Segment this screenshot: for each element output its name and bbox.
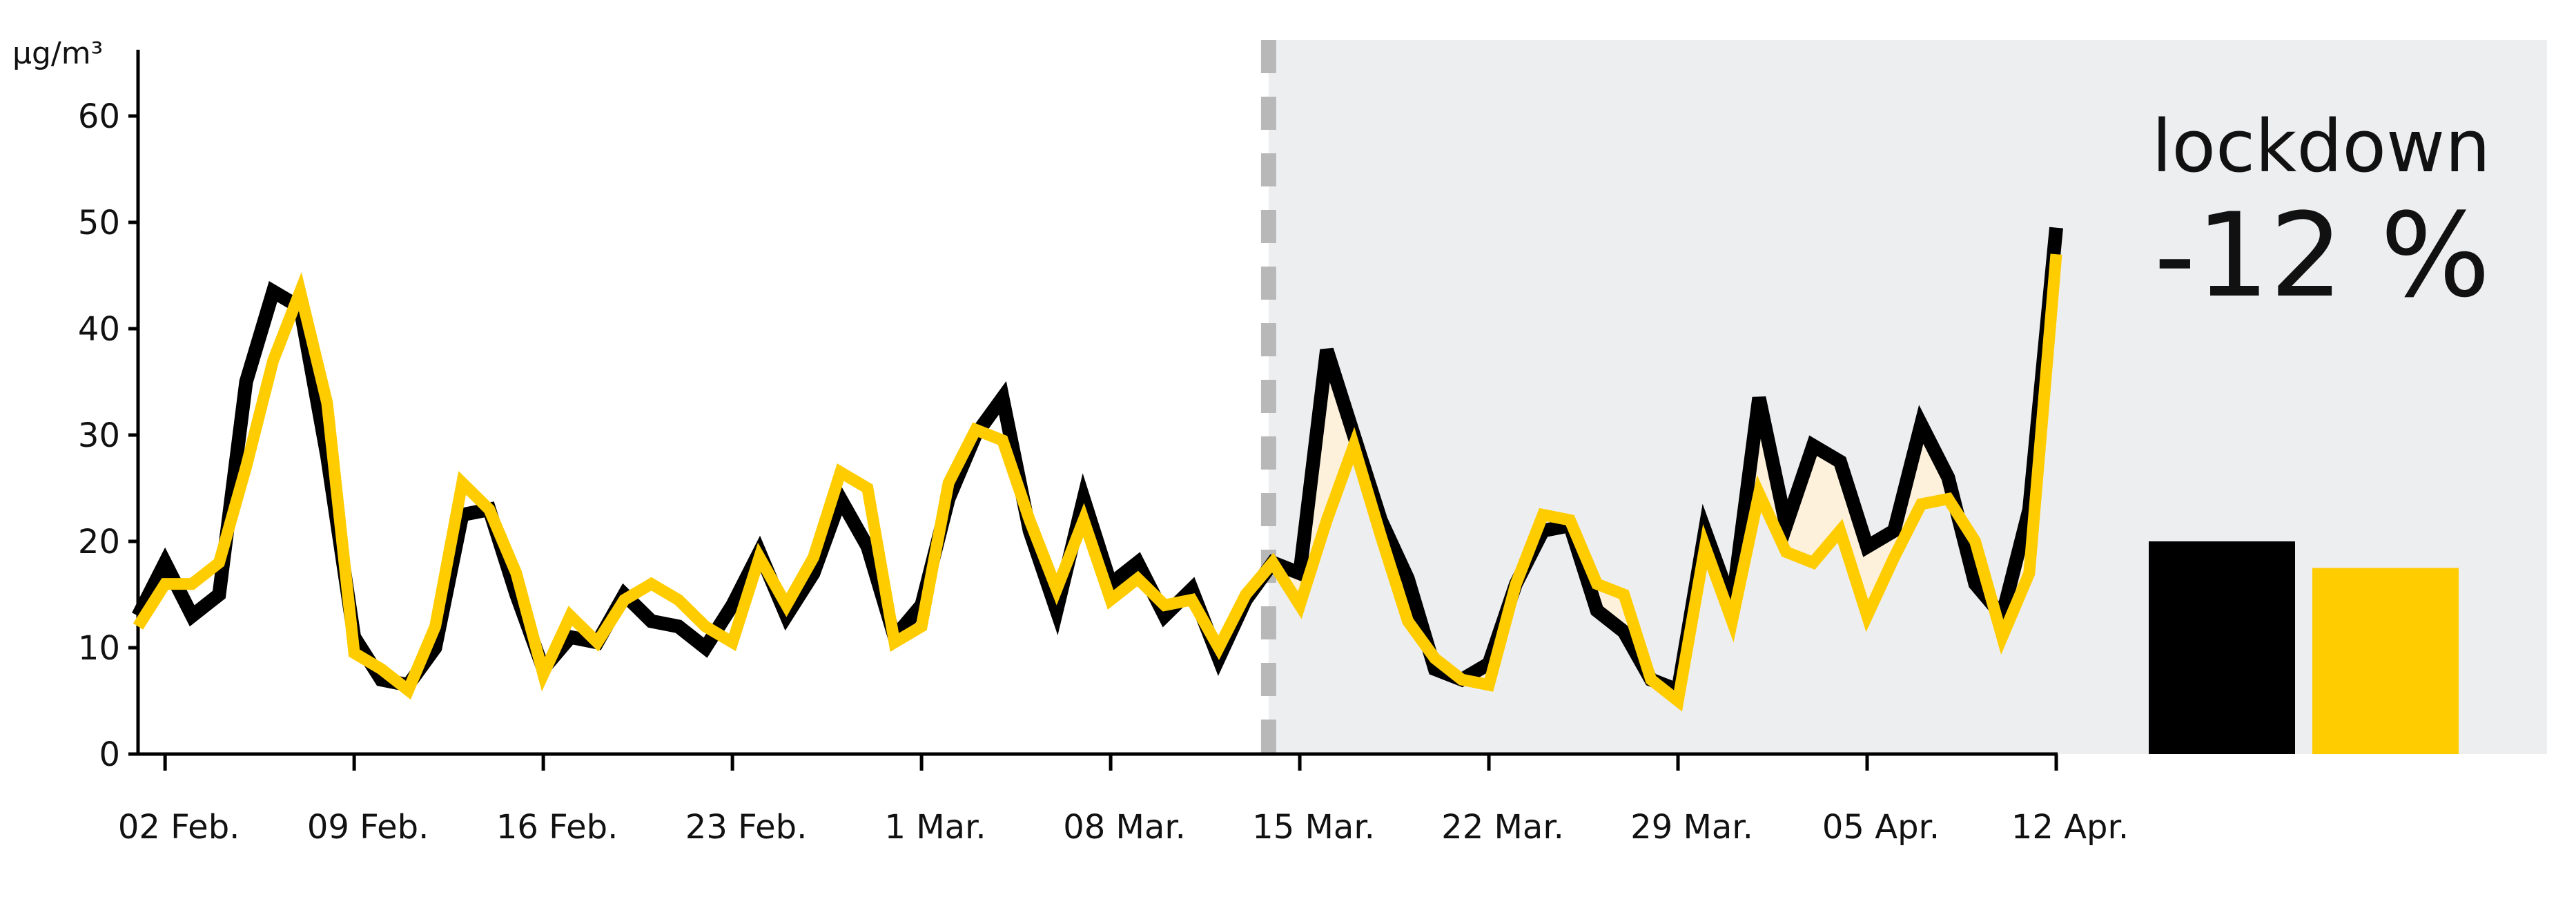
lockdown-bar-1 bbox=[2149, 541, 2295, 754]
y-tick-label: 40 bbox=[78, 310, 120, 349]
lockdown-bar-2 bbox=[2312, 568, 2459, 754]
x-tick-label: 08 Mar. bbox=[1063, 808, 1186, 847]
y-axis-unit-label: µg/m³ bbox=[12, 36, 103, 71]
lockdown-average-bars bbox=[2149, 541, 2459, 754]
x-tick-label: 1 Mar. bbox=[884, 808, 986, 847]
x-tick-label: 29 Mar. bbox=[1630, 808, 1753, 847]
x-tick-label: 23 Feb. bbox=[685, 808, 808, 847]
x-tick-label: 02 Feb. bbox=[118, 808, 240, 847]
x-tick-label: 09 Feb. bbox=[307, 808, 429, 847]
series-lines bbox=[132, 226, 2063, 712]
x-tick-label: 05 Apr. bbox=[1822, 808, 1940, 847]
x-tick-label: 22 Mar. bbox=[1441, 808, 1564, 847]
series-2-line bbox=[133, 253, 2062, 712]
x-tick-label: 16 Feb. bbox=[496, 808, 618, 847]
x-tick-label: 15 Mar. bbox=[1252, 808, 1375, 847]
y-tick-label: 30 bbox=[78, 416, 120, 455]
axes: 0 10 20 30 40 50 60 02 Feb. 09 Feb. 16 Feb. 23 Fe… bbox=[78, 50, 2129, 847]
lockdown-panel: lockdown -12 % bbox=[2149, 104, 2490, 754]
y-tick-label: 60 bbox=[78, 97, 120, 136]
y-axis-ticks: 0 10 20 30 40 50 60 bbox=[78, 97, 138, 774]
x-axis-ticks: 02 Feb. 09 Feb. 16 Feb. 23 Feb. 1 Mar. 08 Mar… bbox=[118, 754, 2129, 847]
y-tick-label: 50 bbox=[78, 204, 120, 242]
lockdown-label: lockdown bbox=[2151, 104, 2490, 189]
lockdown-change-value: -12 % bbox=[2154, 188, 2490, 323]
y-tick-label: 0 bbox=[99, 735, 120, 774]
y-tick-label: 20 bbox=[78, 523, 120, 561]
y-tick-label: 10 bbox=[78, 629, 120, 668]
x-tick-label: 12 Apr. bbox=[2011, 808, 2129, 847]
